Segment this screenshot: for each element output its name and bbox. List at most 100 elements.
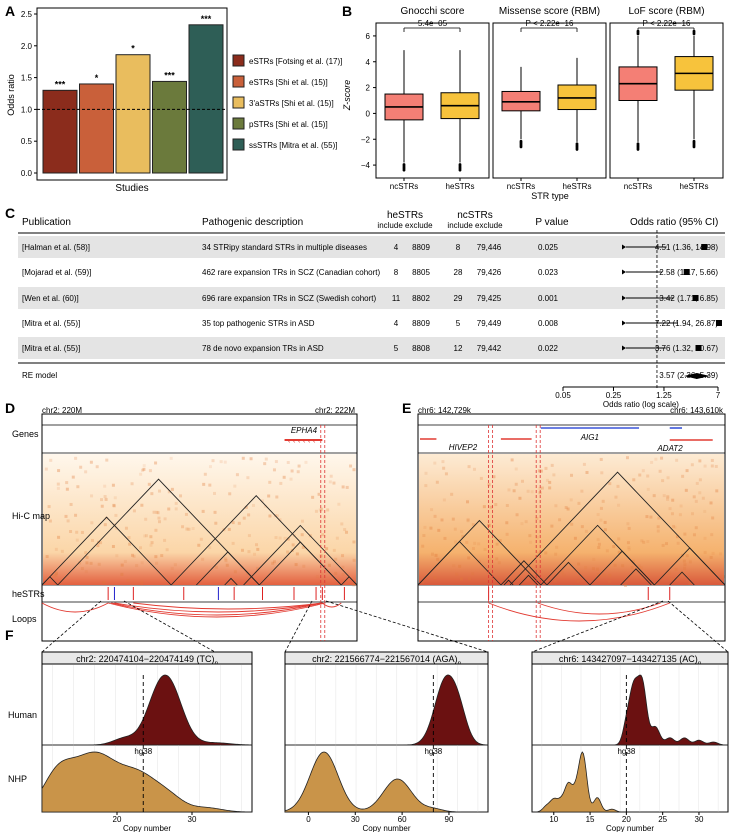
hic-pixel — [684, 488, 688, 492]
hic-pixel — [57, 469, 61, 473]
hic-pixel — [244, 505, 248, 509]
hic-pixel — [96, 544, 100, 548]
hic-pixel — [467, 556, 471, 560]
hic-pixel — [223, 460, 227, 464]
hic-pixel — [625, 456, 629, 460]
hic-pixel — [124, 526, 128, 530]
hic-pixel — [562, 573, 566, 577]
hic-pixel — [691, 512, 695, 516]
hic-pixel — [314, 509, 318, 513]
hic-pixel — [341, 565, 345, 569]
y-tick-label: 0.0 — [21, 169, 33, 178]
y-tick-label: 1.5 — [21, 74, 33, 83]
hic-pixel — [201, 557, 205, 561]
hg38-label: hg38 — [134, 747, 152, 756]
hic-pixel — [424, 471, 428, 475]
row-he-exclude: 8809 — [412, 243, 430, 252]
hic-pixel — [48, 519, 52, 523]
tad-triangle — [224, 577, 238, 586]
hic-pixel — [156, 511, 160, 515]
hic-pixel — [283, 536, 287, 540]
hic-pixel — [105, 458, 109, 462]
hic-pixel — [268, 480, 272, 484]
hic-pixel — [100, 504, 104, 508]
hic-pixel — [69, 502, 73, 506]
hic-pixel — [142, 464, 146, 468]
hic-pixel — [278, 536, 282, 540]
hic-pixel — [435, 480, 439, 484]
hic-pixel — [253, 552, 257, 556]
hic-pixel — [608, 573, 612, 577]
hic-pixel — [112, 504, 116, 508]
hic-pixel — [132, 509, 136, 513]
panel-f-xlabel: Copy number — [362, 824, 410, 832]
hic-pixel — [240, 548, 244, 552]
legend-swatch — [232, 117, 245, 130]
hic-pixel — [599, 457, 603, 461]
hg38-label: hg38 — [424, 747, 442, 756]
hic-pixel — [208, 546, 212, 550]
hic-pixel — [224, 559, 228, 563]
hic-pixel — [160, 554, 164, 558]
hic-pixel — [120, 563, 124, 567]
row-pvalue: 0.022 — [538, 344, 559, 353]
hic-pixel — [605, 549, 609, 553]
hic-pixel — [90, 494, 94, 498]
hic-pixel — [95, 465, 99, 469]
hic-pixel — [460, 530, 464, 534]
hic-pixel — [56, 482, 60, 486]
human-density — [285, 674, 489, 746]
pval-label: 5.4e−05 — [418, 19, 448, 28]
row-nc-exclude: 79,446 — [477, 243, 502, 252]
hic-pixel — [301, 545, 305, 549]
hic-pixel — [140, 580, 144, 584]
x-tick-label: 30 — [351, 815, 360, 824]
hic-pixel — [638, 473, 642, 477]
hic-pixel — [279, 481, 283, 485]
hic-pixel — [163, 517, 167, 521]
hic-pixel — [167, 507, 171, 511]
hic-pixel — [325, 547, 329, 551]
hic-pixel — [487, 523, 491, 527]
hic-pixel — [703, 509, 707, 513]
loop-arc — [41, 602, 109, 613]
hic-pixel — [703, 464, 707, 468]
hic-pixel — [507, 488, 511, 492]
panel-d-left-coord: chr2: 220M — [42, 406, 82, 415]
outlier-point — [575, 148, 579, 151]
hic-pixel — [208, 465, 212, 469]
ci-arrow — [622, 244, 626, 250]
or-point — [715, 320, 722, 326]
hic-pixel — [113, 496, 117, 500]
legend-swatch — [232, 138, 245, 151]
hic-pixel — [429, 526, 433, 530]
hic-pixel — [570, 473, 574, 477]
outlier-point — [519, 145, 523, 149]
hic-pixel — [255, 566, 259, 570]
tad-triangle — [57, 478, 260, 586]
hic-pixel — [256, 547, 260, 551]
row-he-exclude: 8809 — [412, 319, 430, 328]
tad-triangle — [41, 516, 172, 586]
hic-pixel — [263, 462, 267, 466]
hic-pixel — [169, 456, 173, 460]
row-publication: [Mitra et al. (55)] — [22, 344, 80, 353]
hic-pixel — [240, 566, 244, 570]
hic-pixel — [454, 540, 458, 544]
hic-pixel — [662, 494, 666, 498]
hic-pixel — [224, 557, 228, 561]
tad-triangle — [417, 540, 502, 586]
hic-pixel — [104, 497, 108, 501]
human-density — [532, 674, 729, 746]
panel-e-right-coord: chr6: 143,610k — [670, 406, 724, 415]
hic-pixel — [167, 490, 171, 494]
hic-pixel — [552, 473, 556, 477]
row-description: 78 de novo expansion TRs in ASD — [202, 344, 324, 353]
hic-pixel — [49, 458, 53, 462]
facet-title: LoF score (RBM) — [628, 6, 704, 17]
hic-pixel — [251, 503, 255, 507]
row-he-include: 5 — [394, 344, 399, 353]
tad-triangle — [500, 560, 548, 586]
hic-pixel — [461, 534, 465, 538]
hic-pixel — [668, 507, 672, 511]
